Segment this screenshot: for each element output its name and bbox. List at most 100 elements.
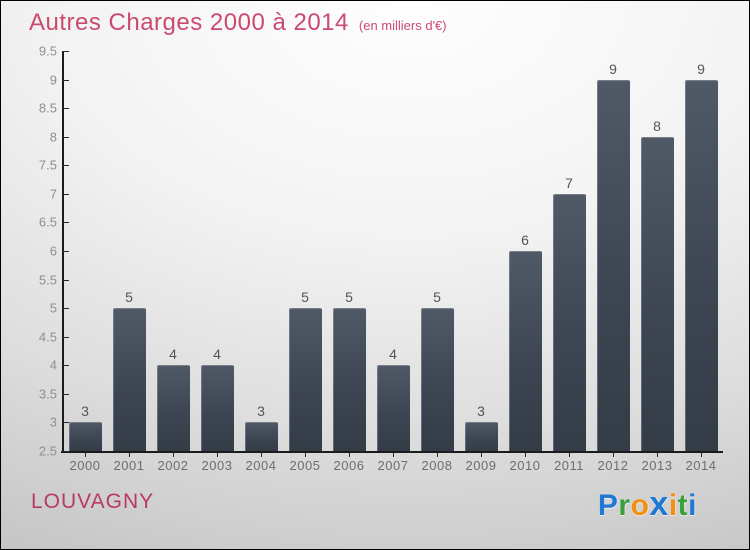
x-axis-category-label: 2013 <box>641 458 673 473</box>
x-axis-tick <box>85 453 86 457</box>
y-axis-tick <box>62 365 69 367</box>
y-axis-tick <box>62 108 69 110</box>
y-axis-tick-label: 4.5 <box>38 329 57 345</box>
x-axis-tick <box>613 453 614 457</box>
logo-letter: i <box>688 489 697 522</box>
bar-value-label: 3 <box>477 403 485 420</box>
bar-value-label: 6 <box>521 232 529 248</box>
x-axis-tick <box>393 453 394 457</box>
bar <box>200 365 234 451</box>
y-axis-tick-label: 3 <box>49 414 57 430</box>
bar-value-label: 8 <box>653 117 661 134</box>
bar <box>640 136 674 451</box>
bar-value-label: 5 <box>433 289 441 306</box>
y-axis-tick-label: 6 <box>49 243 57 259</box>
x-axis-category-label: 2000 <box>69 458 101 473</box>
bar <box>508 251 542 451</box>
x-axis-category-label: 2010 <box>509 458 541 473</box>
x-axis-tick <box>481 453 482 457</box>
x-axis-tick <box>129 453 130 457</box>
bar <box>288 308 322 451</box>
bar-value-label: 4 <box>213 346 221 363</box>
y-axis-tick <box>62 336 69 338</box>
x-axis-category-label: 2007 <box>377 458 409 473</box>
x-axis-category-label: 2003 <box>201 458 233 473</box>
bar <box>112 308 146 451</box>
logo-letter: r <box>618 489 631 522</box>
x-axis-category-label: 2011 <box>554 458 584 473</box>
x-axis-tick <box>657 453 658 457</box>
x-axis-category-label: 2012 <box>597 458 629 473</box>
y-axis-tick-label: 9.5 <box>38 43 57 59</box>
x-axis-category-label: 2008 <box>421 458 453 473</box>
y-axis-tick <box>62 393 69 395</box>
x-axis-line <box>61 451 723 453</box>
logo-letter: t <box>677 489 689 522</box>
y-axis-tick-label: 6.5 <box>38 214 57 230</box>
bar <box>596 79 630 451</box>
logo-letter: i <box>668 489 678 522</box>
logo-letter: x <box>649 485 669 523</box>
bar <box>420 308 454 451</box>
x-axis-tick <box>349 453 350 457</box>
x-axis-category-label: 2001 <box>113 458 145 473</box>
y-axis-tick-label: 8.5 <box>38 100 57 116</box>
bar <box>244 422 278 451</box>
bar <box>684 79 718 451</box>
x-axis-tick <box>437 453 438 457</box>
x-axis-tick <box>525 453 526 457</box>
y-axis-tick-label: 7.5 <box>38 157 57 173</box>
bar-value-label: 5 <box>301 289 309 306</box>
y-axis-tick <box>62 136 69 138</box>
y-axis-tick-label: 2.5 <box>38 443 57 459</box>
y-axis-tick <box>62 422 69 424</box>
chart-title: Autres Charges 2000 à 2014 <box>29 9 349 36</box>
chart-header: Autres Charges 2000 à 2014 (en milliers d… <box>29 9 447 37</box>
x-axis-category-label: 2006 <box>333 458 365 473</box>
y-axis-tick <box>62 165 69 167</box>
bar-value-label: 4 <box>389 346 397 363</box>
y-axis-tick-label: 3.5 <box>38 386 57 402</box>
y-axis-tick <box>62 222 69 224</box>
y-axis-tick-label: 5.5 <box>38 272 57 288</box>
y-axis-tick <box>62 193 69 195</box>
logo-letter: P <box>597 489 619 522</box>
chart-subtitle: (en milliers d'€) <box>358 18 447 33</box>
bar-value-label: 9 <box>697 60 705 77</box>
y-axis-tick <box>62 279 69 281</box>
logo-letter: o <box>630 489 650 522</box>
bar <box>156 365 190 451</box>
y-axis-tick-label: 8 <box>49 129 57 145</box>
bar <box>376 365 410 451</box>
bar-value-label: 5 <box>125 289 133 306</box>
bar <box>68 422 102 451</box>
y-axis-tick <box>62 251 69 252</box>
x-axis-category-label: 2009 <box>465 458 497 473</box>
x-axis-tick <box>173 453 174 457</box>
bar-value-label: 4 <box>169 346 177 363</box>
y-axis-tick <box>62 451 69 452</box>
y-axis-tick <box>62 79 69 81</box>
bar <box>332 308 366 451</box>
x-axis-category-label: 2005 <box>289 458 321 473</box>
y-axis-tick-label: 4 <box>49 357 57 373</box>
x-axis-tick <box>305 453 306 457</box>
bar-value-label: 9 <box>609 60 617 77</box>
place-name-label: LOUVAGNY <box>31 490 155 513</box>
x-axis-tick <box>701 453 702 457</box>
x-axis-tick <box>217 453 218 457</box>
x-axis-tick <box>261 453 262 457</box>
proxiti-logo[interactable]: Proxiti <box>598 485 697 524</box>
bar-value-label: 5 <box>345 289 353 306</box>
y-axis-tick <box>62 308 69 310</box>
bar-value-label: 7 <box>565 174 573 191</box>
x-axis-tick <box>569 453 570 457</box>
x-axis-category-label: 2004 <box>245 458 277 473</box>
y-axis-tick <box>62 51 69 52</box>
y-axis-tick-label: 5 <box>49 300 57 316</box>
x-axis-category-label: 2014 <box>685 458 717 473</box>
bar <box>552 193 586 451</box>
y-axis-tick-label: 7 <box>49 186 57 202</box>
